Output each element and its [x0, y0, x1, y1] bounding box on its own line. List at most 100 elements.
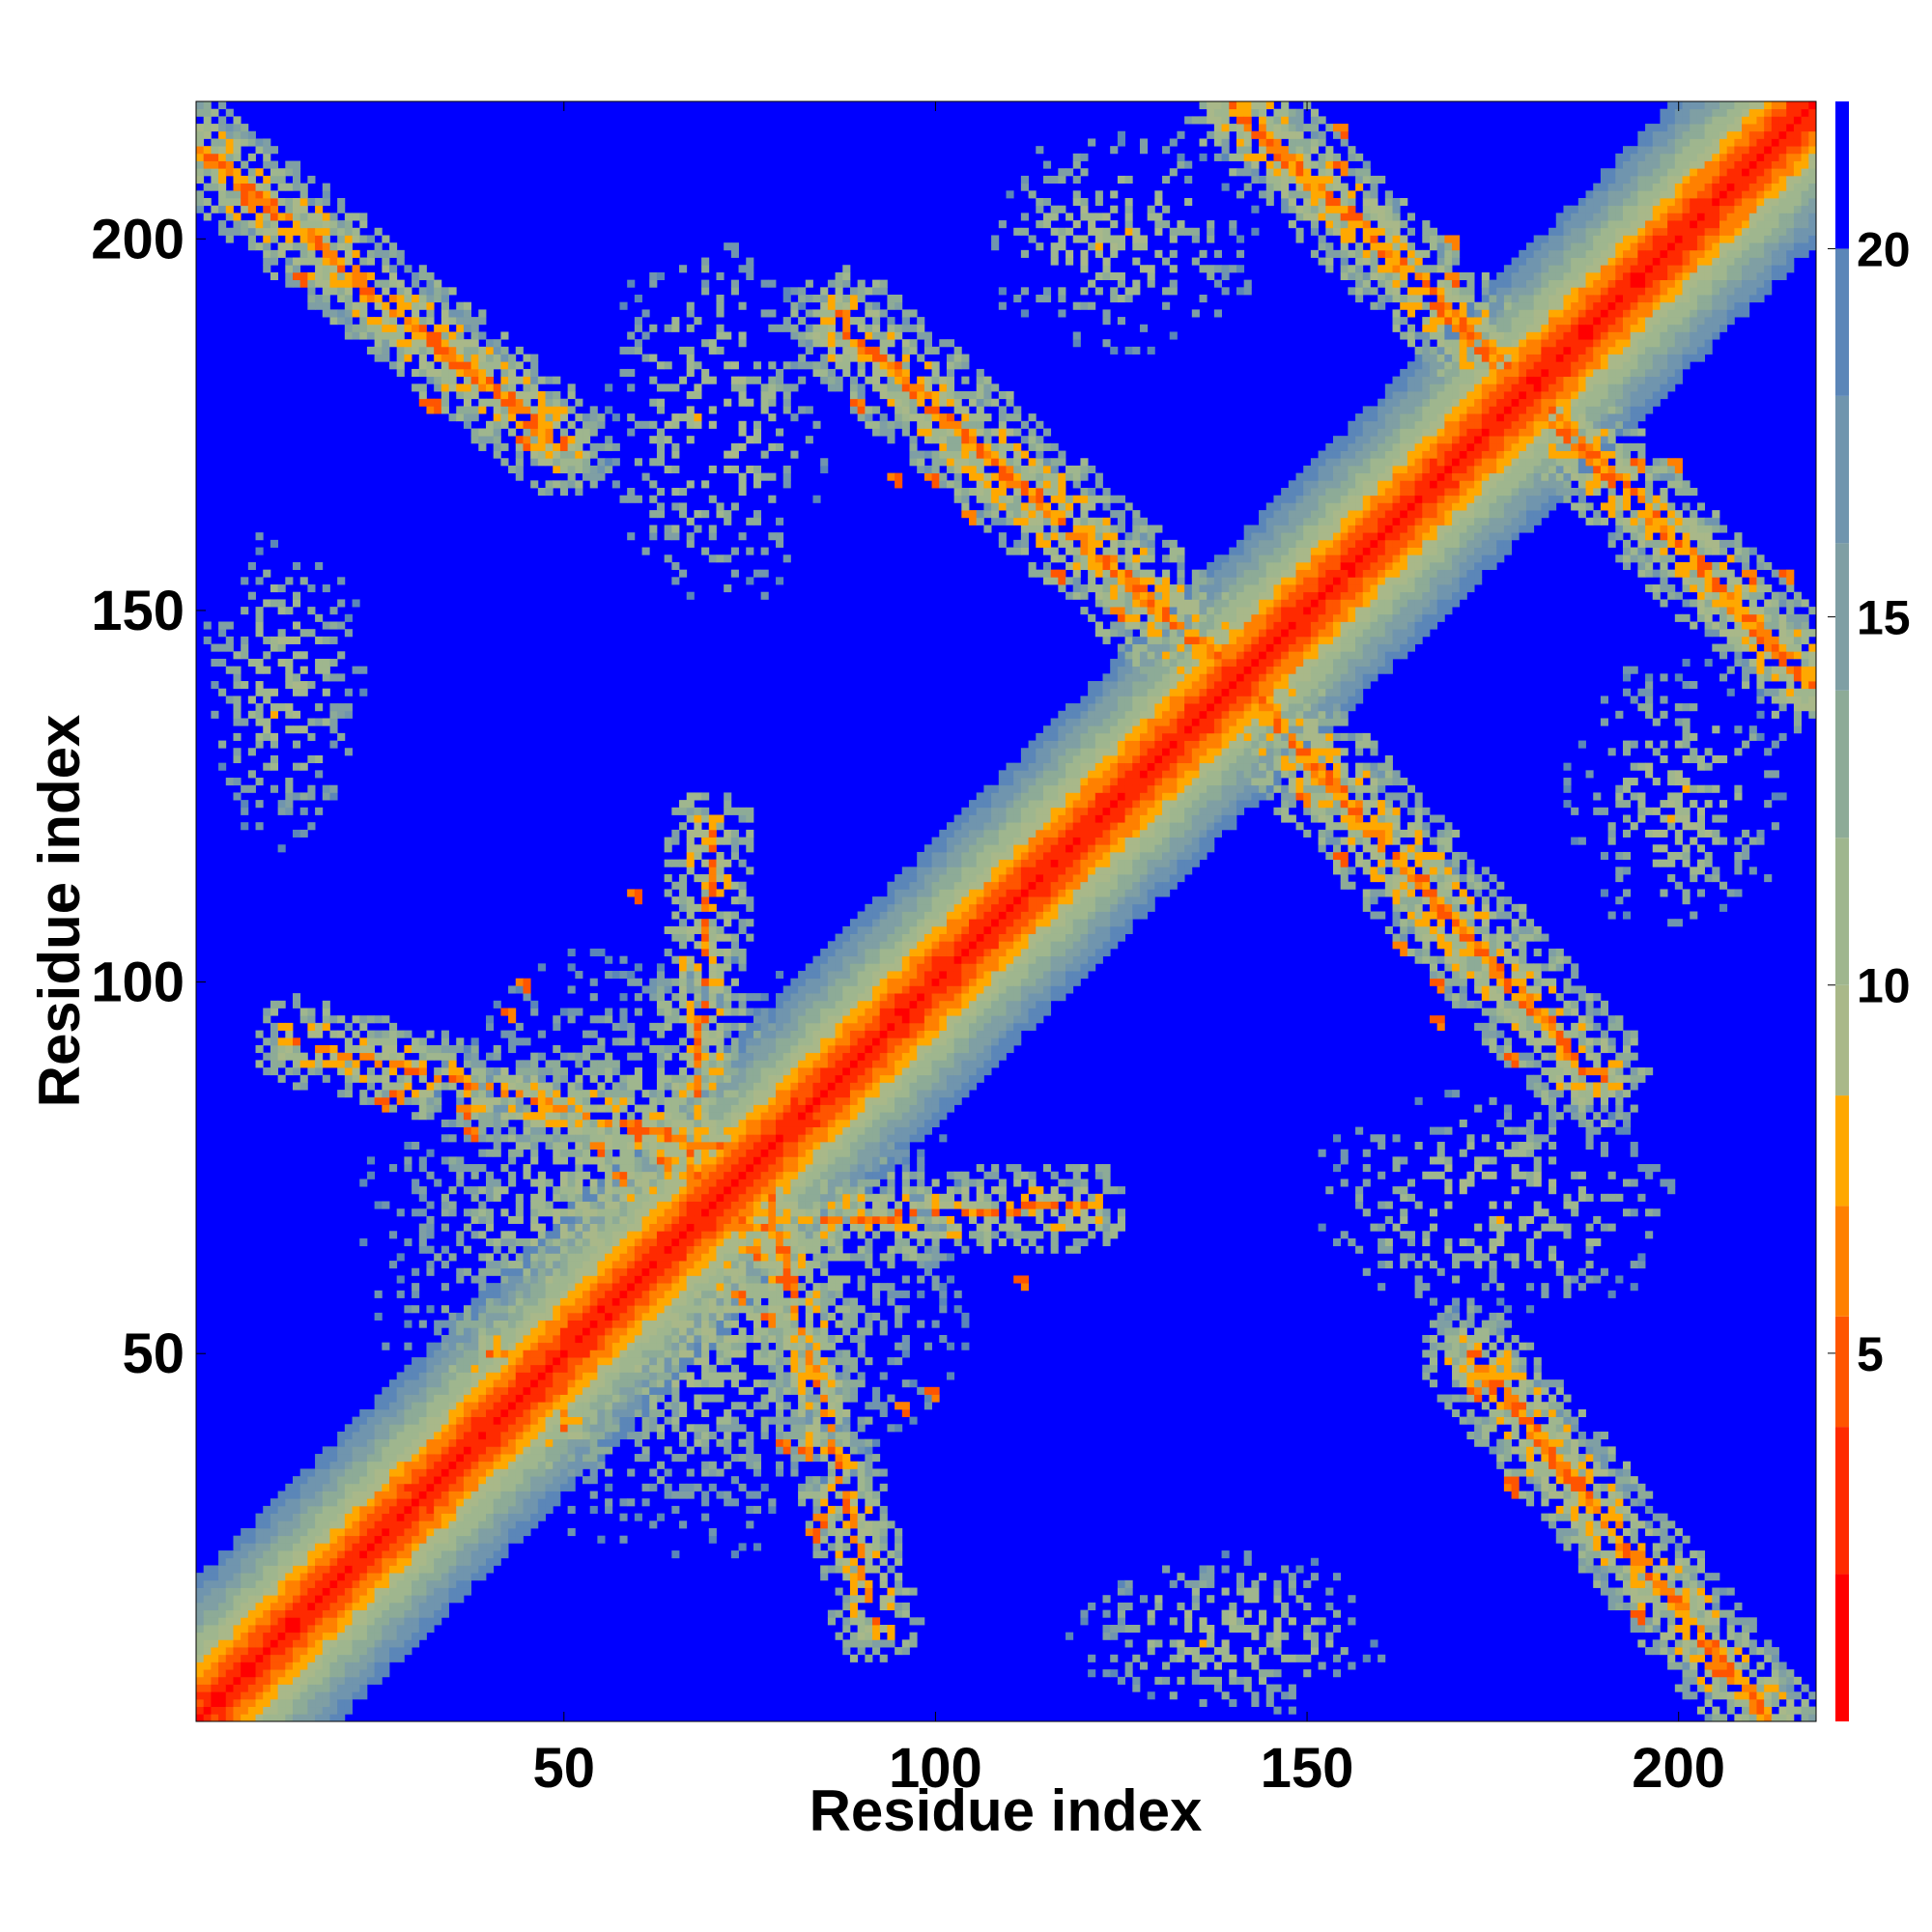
heatmap-cell [619, 1141, 628, 1151]
heatmap-cell [255, 621, 264, 630]
heatmap-cell [724, 933, 732, 942]
heatmap-cell [434, 1543, 442, 1551]
heatmap-cell [746, 1431, 754, 1440]
heatmap-cell [463, 1424, 472, 1433]
heatmap-cell [605, 1060, 613, 1068]
heatmap-cell [440, 1505, 449, 1514]
heatmap-cell [649, 324, 658, 332]
heatmap-cell [567, 985, 576, 994]
heatmap-cell [530, 1505, 539, 1514]
heatmap-cell [426, 1357, 435, 1366]
heatmap-cell [605, 1357, 613, 1366]
heatmap-cell [389, 1044, 398, 1054]
heatmap-cell [605, 1350, 613, 1358]
heatmap-cell [478, 1312, 487, 1321]
heatmap-cell [344, 279, 353, 288]
heatmap-cell [270, 1037, 279, 1046]
heatmap-cell [500, 1253, 509, 1262]
heatmap-cell [523, 1320, 531, 1328]
heatmap-cell [404, 1394, 412, 1403]
heatmap-cell [575, 450, 583, 459]
heatmap-cell [634, 1067, 642, 1076]
heatmap-cell [299, 190, 308, 199]
heatmap-cell [567, 1134, 576, 1143]
heatmap-cell [344, 1662, 353, 1670]
heatmap-cell [694, 420, 702, 429]
heatmap-cell [396, 1527, 405, 1537]
heatmap-cell [285, 1030, 294, 1038]
heatmap-cell [366, 1454, 376, 1463]
heatmap-cell [434, 1505, 442, 1514]
heatmap-cell [270, 1595, 279, 1604]
heatmap-cell [634, 963, 642, 972]
heatmap-cell [404, 1639, 412, 1648]
heatmap-cell [716, 985, 724, 994]
heatmap-cell [611, 1179, 620, 1187]
heatmap-cell [218, 1639, 227, 1648]
heatmap-cell [463, 1126, 472, 1135]
heatmap-cell [486, 1402, 495, 1410]
heatmap-cell [537, 1364, 546, 1373]
heatmap-cell [738, 963, 747, 972]
heatmap-cell [426, 1408, 435, 1417]
heatmap-cell [694, 925, 702, 934]
heatmap-cell [196, 1676, 205, 1685]
heatmap-cell [270, 1052, 279, 1061]
heatmap-cell [270, 1691, 279, 1700]
heatmap-cell [396, 1379, 405, 1388]
heatmap-cell [686, 591, 695, 600]
heatmap-cell [352, 1632, 360, 1640]
heatmap-cell [270, 1684, 279, 1692]
heatmap-cell [500, 1186, 509, 1195]
heatmap-cell [746, 1149, 754, 1157]
heatmap-cell [708, 1164, 717, 1173]
heatmap-cell [708, 1215, 717, 1224]
heatmap-cell [493, 1498, 501, 1507]
heatmap-cell [263, 227, 271, 236]
heatmap-cell [753, 1468, 762, 1477]
heatmap-cell [344, 1647, 353, 1656]
heatmap-cell [225, 227, 234, 236]
heatmap-cell [225, 138, 234, 147]
heatmap-cell [738, 1000, 747, 1009]
heatmap-cell [389, 1082, 398, 1091]
heatmap-cell [664, 1483, 672, 1492]
heatmap-cell [396, 1438, 405, 1447]
heatmap-cell [559, 1186, 569, 1195]
heatmap-cell [708, 1223, 717, 1232]
heatmap-cell [679, 896, 688, 905]
heatmap-cell [463, 413, 472, 422]
heatmap-cell [724, 1164, 732, 1173]
heatmap-cell [605, 1394, 613, 1403]
heatmap-cell [515, 1379, 524, 1388]
heatmap-cell [523, 1461, 531, 1469]
heatmap-cell [537, 1253, 546, 1262]
heatmap-cell [241, 651, 249, 660]
heatmap-cell [500, 1283, 509, 1292]
heatmap-cell [344, 1438, 353, 1447]
heatmap-cell [724, 1357, 732, 1366]
heatmap-cell [708, 1201, 717, 1209]
heatmap-cell [366, 1491, 376, 1499]
heatmap-cell [619, 1164, 628, 1173]
heatmap-cell [329, 621, 338, 630]
heatmap-cell [225, 1662, 234, 1670]
heatmap-cell [545, 1253, 554, 1262]
heatmap-cell [641, 1305, 650, 1314]
heatmap-cell [500, 1372, 509, 1380]
heatmap-cell [708, 1171, 717, 1179]
heatmap-cell [530, 391, 539, 400]
heatmap-cell [559, 398, 569, 407]
heatmap-cell [671, 1342, 680, 1350]
heatmap-cell [708, 1104, 717, 1113]
heatmap-cell [730, 1193, 739, 1202]
heatmap-cell [426, 1461, 435, 1469]
heatmap-cell [211, 1698, 219, 1708]
heatmap-cell [679, 1090, 688, 1098]
heatmap-cell [634, 1074, 642, 1083]
heatmap-cell [359, 1587, 368, 1596]
heatmap-cell [553, 1305, 561, 1314]
heatmap-cell [247, 658, 256, 668]
heatmap-cell [708, 1134, 717, 1143]
heatmap-cell [418, 1483, 427, 1492]
